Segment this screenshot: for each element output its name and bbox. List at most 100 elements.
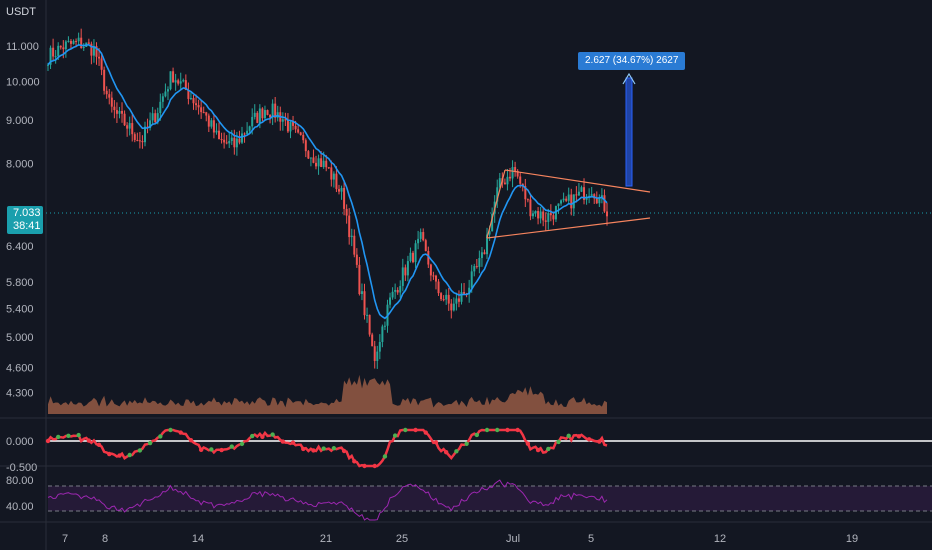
candle-body (529, 199, 532, 217)
candle-body (297, 129, 300, 133)
candle-body (64, 41, 67, 50)
candle-body (378, 342, 381, 352)
countdown-timer: 38:41 (13, 220, 41, 232)
candle-body (238, 138, 241, 143)
oscillator-dot (76, 432, 81, 438)
candle-body (603, 195, 606, 212)
candle-body (412, 252, 415, 263)
x-tick-label: 7 (62, 533, 68, 545)
candle-body (136, 139, 139, 141)
oscillator-dot (127, 452, 132, 458)
oscillator-dot (495, 427, 500, 433)
candle-body (345, 208, 348, 216)
candle-body (549, 213, 552, 216)
candle-body (394, 289, 397, 292)
candle-body (110, 97, 113, 107)
candle-body (547, 213, 550, 222)
candle-body (228, 141, 231, 144)
oscillator-dot (484, 427, 490, 433)
oscillator-dot (474, 432, 480, 438)
measure-arrow[interactable] (622, 72, 636, 187)
candle-body (358, 264, 361, 295)
candle-body (424, 240, 427, 251)
candle-body (335, 173, 338, 190)
candle-body (200, 107, 203, 113)
candle-body (225, 142, 228, 144)
candle-body (340, 187, 343, 192)
candle-body (179, 81, 182, 84)
arrow-head (622, 72, 636, 85)
candle-body (432, 275, 435, 277)
candle-body (480, 252, 483, 258)
candle-body (240, 133, 243, 143)
candle-body (77, 37, 80, 42)
y-tick-label: 10.000 (6, 76, 40, 88)
candle-body (156, 113, 159, 123)
oscillator-dot (535, 447, 541, 453)
x-tick-label: 25 (396, 533, 408, 545)
candle-body (207, 115, 210, 127)
candle-body (187, 89, 190, 99)
candle-body (286, 120, 289, 132)
oscillator-dot (311, 448, 316, 453)
candle-body (251, 116, 254, 127)
oscillator-dot (168, 427, 173, 433)
oscillator-dot (56, 434, 61, 440)
candle-body (115, 110, 118, 114)
candle-body (368, 314, 371, 335)
candle-body (447, 294, 450, 304)
candle-body (218, 130, 221, 140)
candle-body (399, 285, 402, 293)
candle-body (514, 167, 517, 171)
y-tick-label: 8.000 (6, 159, 34, 171)
candle-body (588, 195, 591, 197)
candle-body (284, 119, 287, 121)
candle-body (503, 182, 506, 185)
x-tick-label: 14 (192, 533, 204, 545)
candlesticks (47, 28, 608, 369)
candle-body (266, 110, 269, 115)
candle-body (87, 42, 90, 44)
oscillator-dot (66, 433, 71, 439)
candle-body (299, 132, 302, 135)
candle-body (302, 134, 305, 141)
candle-body (233, 137, 236, 148)
candle-body (473, 266, 476, 272)
candle-body (182, 80, 185, 82)
candle-body (108, 94, 111, 98)
oscillator-dot (96, 442, 102, 448)
volume-area-path (48, 374, 607, 414)
candle-body (404, 267, 407, 276)
candle-body (261, 108, 264, 119)
current-price-value: 7.033 (13, 207, 41, 219)
candle-body (197, 105, 200, 108)
candle-body (606, 211, 608, 217)
candle-body (113, 106, 116, 111)
triangle-lower-trendline (486, 217, 651, 239)
candle-body (498, 178, 501, 188)
candle-body (414, 243, 417, 263)
candle-body (455, 298, 458, 304)
oscillator-dot (566, 433, 571, 439)
candle-body (189, 98, 192, 100)
candle-body (332, 173, 335, 180)
candle-body (575, 194, 578, 196)
rsi-band (48, 486, 932, 511)
candle-body (401, 267, 404, 286)
candle-body (544, 220, 547, 222)
candle-body (534, 211, 537, 214)
candle-body (434, 275, 437, 282)
triangle-upper-trendline (504, 169, 651, 193)
candle-body (590, 194, 593, 196)
candle-body (131, 123, 134, 135)
candle-body (304, 140, 307, 152)
candle-body (47, 64, 49, 66)
candle-body (537, 211, 540, 219)
candle-body (80, 37, 83, 49)
candle-body (159, 101, 162, 114)
candle-body (118, 110, 121, 114)
triangle-pattern[interactable] (486, 169, 651, 239)
oscillator-dot (413, 427, 418, 433)
candle-body (552, 215, 555, 220)
